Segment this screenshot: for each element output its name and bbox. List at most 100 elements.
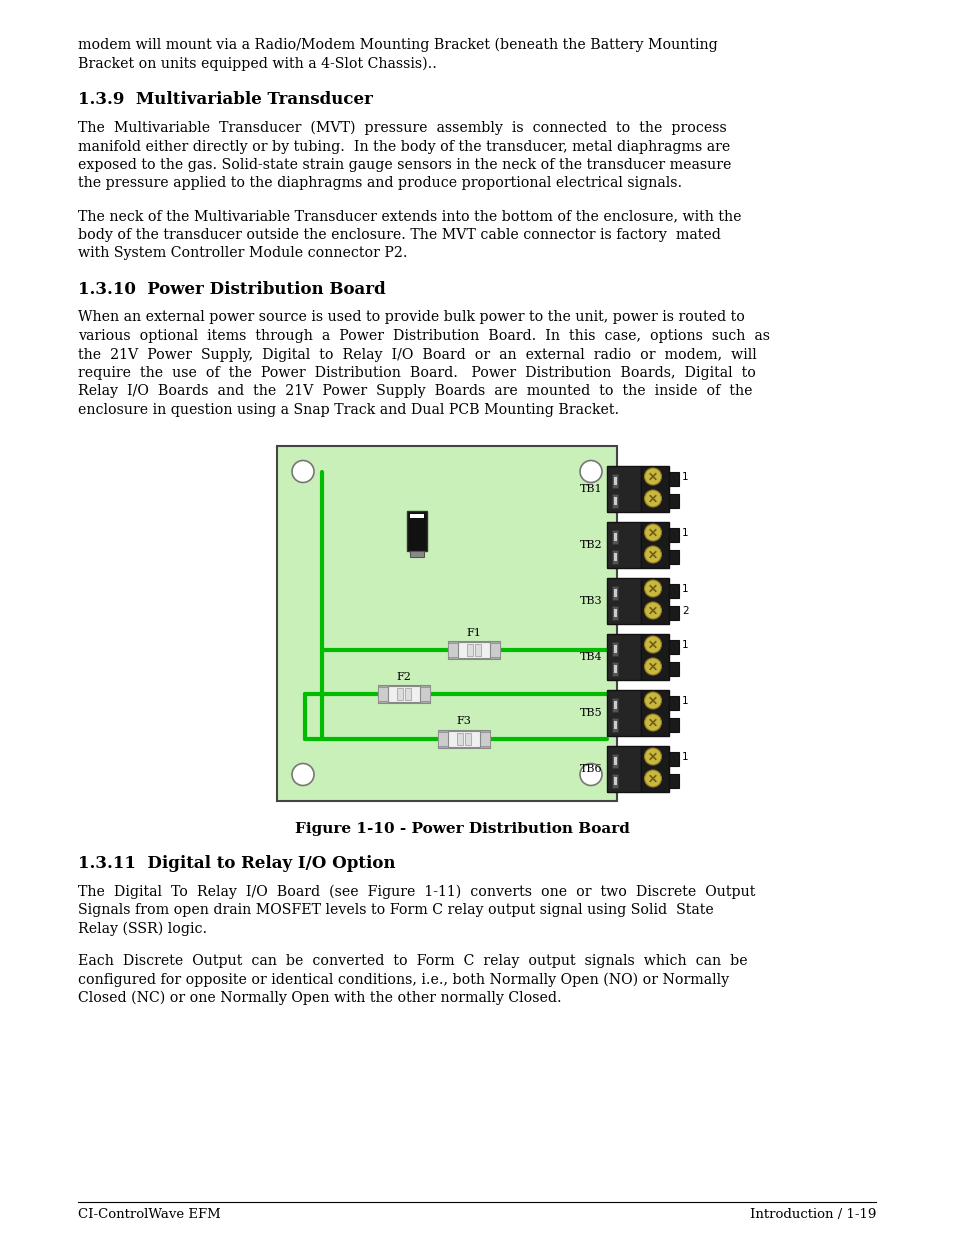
Bar [614, 552, 617, 561]
Circle shape [644, 468, 660, 485]
Text: TB5: TB5 [579, 708, 602, 718]
Circle shape [579, 461, 601, 483]
Bar [614, 645, 617, 652]
Bar [640, 634, 668, 679]
Bar [640, 521, 668, 568]
Bar [475, 643, 480, 656]
Text: 1: 1 [681, 472, 688, 482]
Text: When an external power source is used to provide bulk power to the unit, power i: When an external power source is used to… [78, 310, 744, 325]
Text: 1: 1 [681, 640, 688, 650]
Text: Signals from open drain MOSFET levels to Form C relay output signal using Solid : Signals from open drain MOSFET levels to… [78, 903, 713, 918]
Text: TB4: TB4 [579, 652, 602, 662]
Bar [464, 732, 471, 745]
Bar [614, 700, 617, 709]
Text: body of the transducer outside the enclosure. The MVT cable connector is factory: body of the transducer outside the enclo… [78, 227, 720, 242]
Text: The  Multivariable  Transducer  (MVT)  pressure  assembly  is  connected  to  th: The Multivariable Transducer (MVT) press… [78, 121, 726, 136]
Bar [490, 642, 499, 657]
Bar [668, 527, 679, 541]
Bar [377, 684, 430, 703]
Circle shape [644, 714, 660, 731]
Text: modem will mount via a Radio/Modem Mounting Bracket (beneath the Battery Mountin: modem will mount via a Radio/Modem Mount… [78, 38, 717, 52]
Bar [456, 732, 462, 745]
Text: 1.3.9  Multivariable Transducer: 1.3.9 Multivariable Transducer [78, 91, 373, 107]
Bar [405, 688, 411, 699]
Bar [410, 551, 423, 557]
Bar [640, 466, 668, 511]
Text: F1: F1 [466, 627, 481, 637]
Bar [668, 605, 679, 620]
Bar [612, 550, 618, 563]
Circle shape [644, 748, 660, 764]
Text: Closed (NC) or one Normally Open with the other normally Closed.: Closed (NC) or one Normally Open with th… [78, 990, 561, 1005]
Text: The neck of the Multivariable Transducer extends into the bottom of the enclosur: The neck of the Multivariable Transducer… [78, 209, 740, 224]
Bar [668, 472, 679, 485]
Bar [612, 718, 618, 731]
Text: Relay (SSR) logic.: Relay (SSR) logic. [78, 921, 207, 936]
Bar [612, 605, 618, 620]
Bar [614, 589, 617, 597]
Bar [612, 530, 618, 543]
Bar [606, 689, 640, 736]
Text: various  optional  items  through  a  Power  Distribution  Board.  In  this  cas: various optional items through a Power D… [78, 329, 769, 343]
Bar [614, 609, 617, 616]
Bar [668, 773, 679, 788]
Bar [606, 466, 640, 511]
Bar [606, 634, 640, 679]
Bar [614, 664, 617, 673]
Text: 1: 1 [681, 527, 688, 537]
Bar [668, 695, 679, 709]
Text: F3: F3 [456, 716, 471, 726]
Bar [606, 578, 640, 624]
Circle shape [644, 692, 660, 709]
Text: TB3: TB3 [579, 595, 602, 605]
Bar [668, 718, 679, 731]
Bar [437, 730, 490, 747]
Text: configured for opposite or identical conditions, i.e., both Normally Open (NO) o: configured for opposite or identical con… [78, 972, 728, 987]
Text: exposed to the gas. Solid-state strain gauge sensors in the neck of the transduc: exposed to the gas. Solid-state strain g… [78, 158, 731, 172]
Text: enclosure in question using a Snap Track and Dual PCB Mounting Bracket.: enclosure in question using a Snap Track… [78, 403, 618, 417]
Circle shape [644, 636, 660, 653]
Bar [479, 731, 490, 746]
Text: TB1: TB1 [579, 483, 602, 494]
Circle shape [644, 601, 660, 619]
Text: Introduction / 1-19: Introduction / 1-19 [749, 1208, 875, 1221]
Text: Figure 1-10 - Power Distribution Board: Figure 1-10 - Power Distribution Board [294, 823, 629, 836]
Text: Bracket on units equipped with a 4-Slot Chassis)..: Bracket on units equipped with a 4-Slot … [78, 57, 436, 70]
Bar [614, 532, 617, 541]
Circle shape [644, 524, 660, 541]
Bar [388, 685, 419, 701]
Text: 1.3.10  Power Distribution Board: 1.3.10 Power Distribution Board [78, 280, 385, 298]
Circle shape [644, 546, 660, 563]
Circle shape [579, 763, 601, 785]
Bar [668, 583, 679, 598]
Bar [612, 773, 618, 788]
Text: TB6: TB6 [579, 763, 602, 773]
Bar [668, 752, 679, 766]
Text: CI-ControlWave EFM: CI-ControlWave EFM [78, 1208, 220, 1221]
Text: Each  Discrete  Output  can  be  converted  to  Form  C  relay  output  signals : Each Discrete Output can be converted to… [78, 953, 747, 968]
Bar [612, 662, 618, 676]
Circle shape [292, 461, 314, 483]
Text: 1: 1 [681, 695, 688, 705]
Bar [612, 494, 618, 508]
Circle shape [644, 580, 660, 597]
Bar [448, 642, 457, 657]
Bar [448, 730, 479, 746]
Text: the pressure applied to the diaphragms and produce proportional electrical signa: the pressure applied to the diaphragms a… [78, 177, 681, 190]
Bar [377, 687, 388, 700]
Circle shape [644, 490, 660, 508]
Text: The  Digital  To  Relay  I/O  Board  (see  Figure  1-11)  converts  one  or  two: The Digital To Relay I/O Board (see Figu… [78, 884, 755, 899]
Text: F2: F2 [396, 672, 411, 682]
Bar [467, 643, 473, 656]
Circle shape [292, 763, 314, 785]
Bar [612, 585, 618, 599]
Text: Relay  I/O  Boards  and  the  21V  Power  Supply  Boards  are  mounted  to  the : Relay I/O Boards and the 21V Power Suppl… [78, 384, 752, 399]
Text: 2: 2 [681, 605, 688, 615]
Text: 1: 1 [681, 583, 688, 594]
Bar [612, 473, 618, 488]
Bar [612, 641, 618, 656]
Text: the  21V  Power  Supply,  Digital  to  Relay  I/O  Board  or  an  external  radi: the 21V Power Supply, Digital to Relay I… [78, 347, 756, 362]
Text: manifold either directly or by tubing.  In the body of the transducer, metal dia: manifold either directly or by tubing. I… [78, 140, 729, 153]
Bar [614, 477, 617, 484]
Bar [640, 689, 668, 736]
